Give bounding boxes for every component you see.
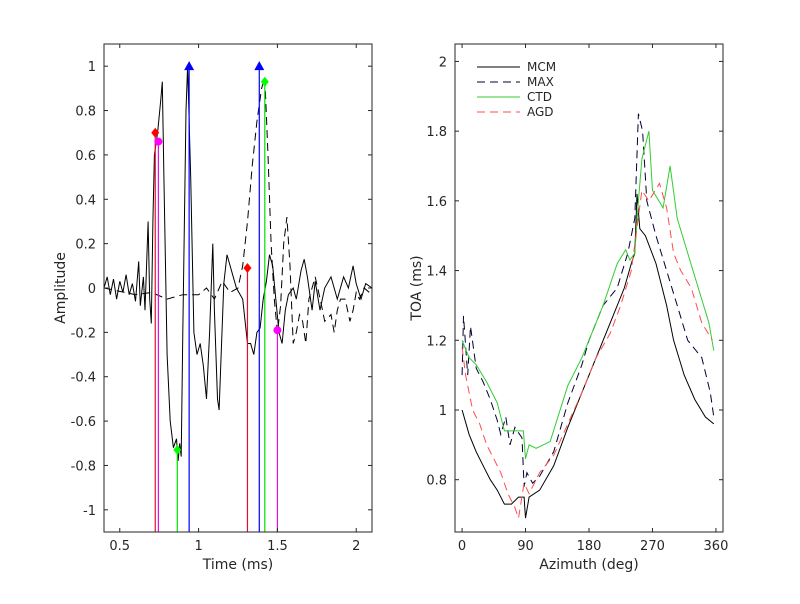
legend-label-ctd: CTD — [527, 90, 552, 104]
y-tick-label: 2 — [439, 55, 447, 70]
y-tick-label: -1 — [83, 504, 96, 519]
x-axis-label: Time (ms) — [202, 557, 274, 573]
series-line-waveform-dashed — [103, 77, 373, 344]
magenta-marker-2 — [273, 326, 282, 335]
y-tick-label: 1.6 — [426, 195, 447, 210]
x-tick-label: 1 — [194, 539, 202, 554]
green-marker-1 — [173, 444, 182, 455]
series-line-ctd — [461, 130, 715, 459]
y-tick-label: 0.8 — [75, 105, 96, 120]
toa-axes: Azimuth (deg) TOA (ms) 0 90 180 270 360 0.8 1 1… — [409, 43, 729, 573]
plot-area — [461, 113, 715, 519]
y-tick-label: 0.8 — [426, 474, 447, 489]
x-tick-label: 180 — [577, 539, 602, 554]
y-tick-label: -0.2 — [71, 326, 96, 341]
y-tick-label: 0.2 — [75, 238, 96, 253]
x-tick-label: 1.5 — [267, 539, 288, 554]
y-tick-label: 0 — [88, 282, 96, 297]
legend-label-agd: AGD — [527, 105, 554, 119]
red-marker-2 — [243, 263, 252, 274]
red-marker-1 — [151, 127, 160, 138]
y-tick-label: 1 — [439, 404, 447, 419]
x-tick-label: 2 — [352, 539, 360, 554]
magenta-marker-1 — [154, 137, 163, 146]
amplitude-axes: Time (ms) Amplitude 0.5 1 1.5 2 -1 -0.8 -0.6 -0… — [53, 43, 373, 573]
y-tick-label: 0.4 — [75, 193, 96, 208]
y-axis-label: TOA (ms) — [409, 255, 425, 321]
y-tick-label: -0.4 — [71, 371, 96, 386]
x-tick-label: 0 — [458, 539, 466, 554]
series-line-max — [461, 113, 715, 487]
green-marker-2 — [260, 76, 269, 87]
plot-area — [103, 61, 373, 532]
series-line-agd — [461, 182, 713, 519]
x-tick-label: 90 — [517, 539, 534, 554]
y-tick-label: 1.8 — [426, 125, 447, 140]
x-axis-label: Azimuth (deg) — [539, 557, 638, 573]
y-tick-label: -0.8 — [71, 459, 96, 474]
legend-label-max: MAX — [527, 75, 554, 89]
y-tick-label: 1.4 — [426, 265, 447, 280]
y-tick-label: -0.6 — [71, 415, 96, 430]
x-tick-label: 360 — [704, 539, 729, 554]
x-tick-label: 270 — [640, 539, 665, 554]
y-axis-label: Amplitude — [53, 252, 69, 324]
legend-label-mcm: MCM — [527, 60, 556, 74]
blue-marker-2 — [254, 61, 265, 71]
y-tick-label: 0.6 — [75, 149, 96, 164]
y-tick-label: 1.2 — [426, 334, 447, 349]
x-tick-label: 0.5 — [109, 539, 130, 554]
blue-marker-1 — [184, 61, 195, 71]
y-tick-label: 1 — [88, 60, 96, 75]
